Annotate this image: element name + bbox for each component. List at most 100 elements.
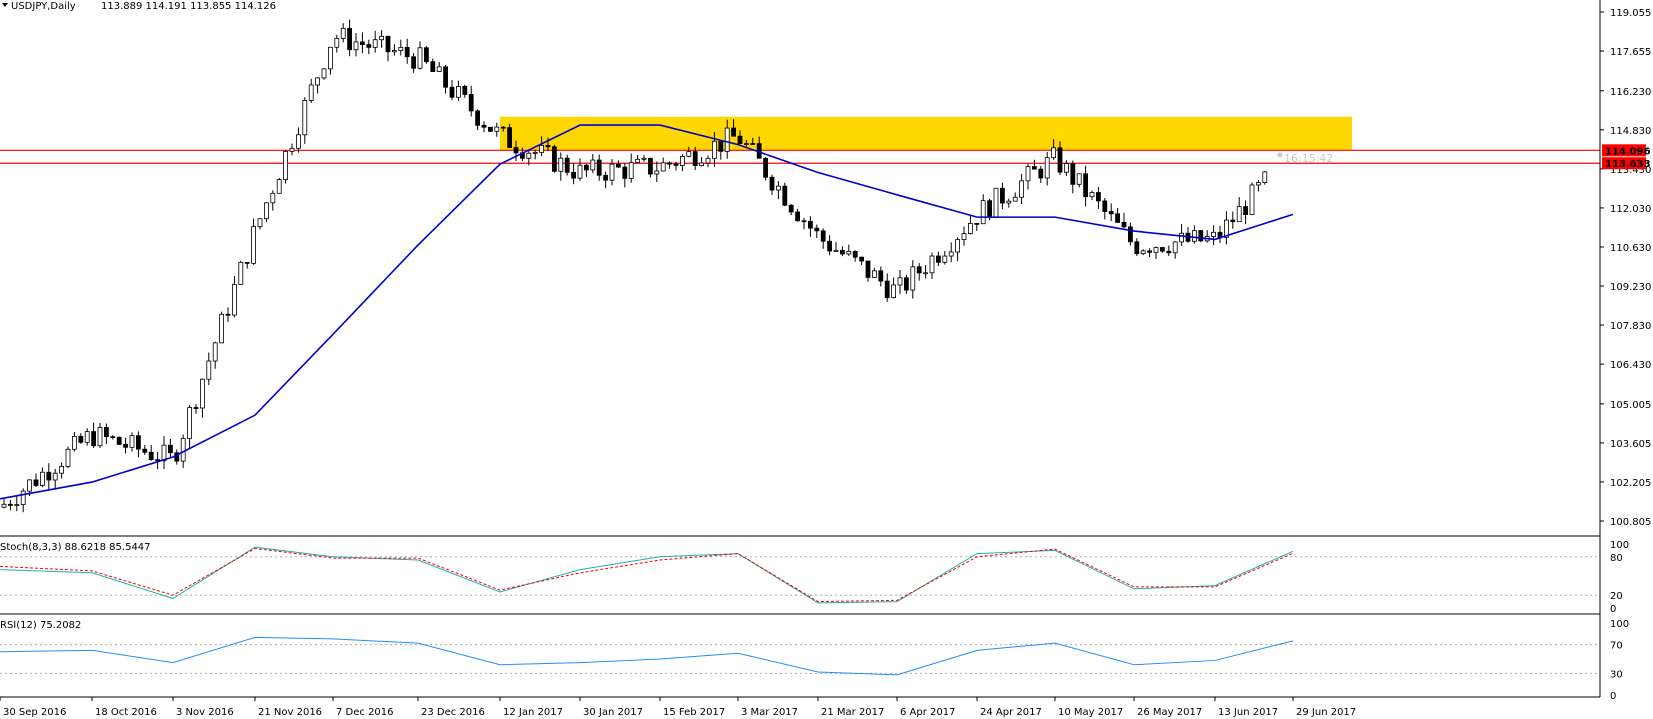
candle-body (302, 100, 308, 136)
time-tick-label: 10 May 2017 (1058, 707, 1123, 718)
candle-body (155, 459, 161, 462)
time-tick-label: 7 Dec 2016 (336, 707, 394, 718)
level-badge-label: 114.096 (1605, 146, 1651, 157)
candle-body (417, 47, 423, 69)
candle-body (571, 171, 576, 179)
candle-body (1172, 241, 1178, 254)
candle-body (1230, 219, 1236, 223)
candle-body (948, 251, 954, 257)
candle-body (161, 444, 167, 462)
candle-body (878, 270, 884, 282)
candle-body (616, 163, 621, 168)
price-tick-label: 119.055 (1610, 8, 1651, 19)
candle-body (353, 41, 359, 51)
candle-body (590, 159, 596, 171)
candle-body (1166, 250, 1172, 254)
time-tick-label: 18 Oct 2016 (95, 707, 157, 718)
price-tick-label: 112.030 (1610, 204, 1651, 215)
candle-body (423, 47, 429, 63)
candle-body (961, 233, 967, 241)
candle-body (1076, 173, 1082, 185)
candle-body (27, 479, 33, 492)
candle-body (1032, 166, 1037, 170)
candle-body (635, 158, 640, 163)
candle-body (1, 503, 7, 508)
candle-body (1044, 157, 1050, 179)
candle-body (135, 435, 141, 450)
symbol-label: USDJPY,Daily (11, 1, 76, 12)
candle-body (1096, 192, 1101, 202)
candle-body (923, 272, 928, 275)
candle-body (46, 471, 52, 481)
candle-body (366, 44, 372, 48)
candle-body (968, 222, 973, 234)
candle-body (40, 471, 45, 486)
candle-body (744, 143, 749, 145)
stoch-tick-label: 20 (1610, 591, 1623, 602)
candle-body (724, 127, 730, 152)
candle-body (238, 261, 244, 285)
time-tick-label: 6 Apr 2017 (900, 707, 955, 718)
candle-body (372, 39, 378, 48)
candle-body (475, 110, 481, 126)
candle-body (603, 174, 608, 181)
price-tick-label: 110.630 (1610, 243, 1651, 254)
candle-body (340, 27, 346, 39)
candle-body (788, 204, 794, 213)
candle-body (411, 56, 417, 69)
candle-body (123, 443, 128, 448)
candle-body (1140, 250, 1146, 255)
candle-body (577, 164, 583, 179)
rsi-tick-label: 30 (1610, 669, 1623, 680)
rsi-axis: 100 70 30 0 (1610, 619, 1629, 702)
price-tick-label: 106.430 (1610, 360, 1651, 371)
rsi-line (0, 636, 1294, 676)
candle-body (705, 157, 711, 164)
candle-body (680, 155, 685, 166)
time-tick-label: 23 Dec 2016 (421, 707, 485, 718)
candle-body (391, 50, 397, 53)
dropdown-triangle-icon[interactable] (2, 3, 8, 7)
time-tick-label: 3 Nov 2016 (176, 707, 234, 718)
candle-body (833, 249, 839, 252)
rsi-tick-label: 70 (1610, 641, 1623, 652)
candlestick-series (1, 19, 1268, 513)
candle-body (206, 360, 212, 380)
candle-body (897, 277, 903, 286)
candle-body (1064, 163, 1069, 173)
level-badge-label: 113.633 (1605, 159, 1651, 170)
candle-body (1006, 200, 1012, 204)
candle-body (552, 146, 557, 172)
candle-body (430, 61, 436, 72)
stoch-signal-line (0, 547, 1294, 603)
candle-body (539, 144, 544, 153)
candle-body (78, 435, 84, 443)
candle-body (142, 448, 148, 453)
candle-body (283, 150, 289, 181)
candle-body (295, 134, 301, 149)
candle-body (257, 218, 263, 228)
candle-body (1083, 173, 1088, 198)
candle-body (987, 200, 992, 218)
price-tick-label: 114.830 (1610, 126, 1651, 137)
candle-body (1000, 187, 1005, 204)
price-tick-label: 117.655 (1610, 47, 1651, 58)
candle-body (187, 407, 193, 439)
candle-body (648, 157, 653, 175)
rsi-tick-label: 0 (1610, 691, 1616, 702)
candle-body (455, 86, 461, 98)
candle-body (526, 152, 532, 159)
price-tick-label: 107.830 (1610, 321, 1651, 332)
candle-body (129, 435, 135, 448)
candle-body (347, 27, 353, 51)
candle-body (500, 126, 506, 129)
candle-body (776, 185, 781, 191)
candle-body (52, 472, 58, 481)
candle-body (1256, 182, 1261, 186)
candle-body (628, 162, 634, 179)
candle-body (104, 427, 109, 437)
time-tick-label: 21 Mar 2017 (821, 707, 884, 718)
time-tick-label: 3 Mar 2017 (741, 707, 798, 718)
candle-body (699, 162, 704, 167)
